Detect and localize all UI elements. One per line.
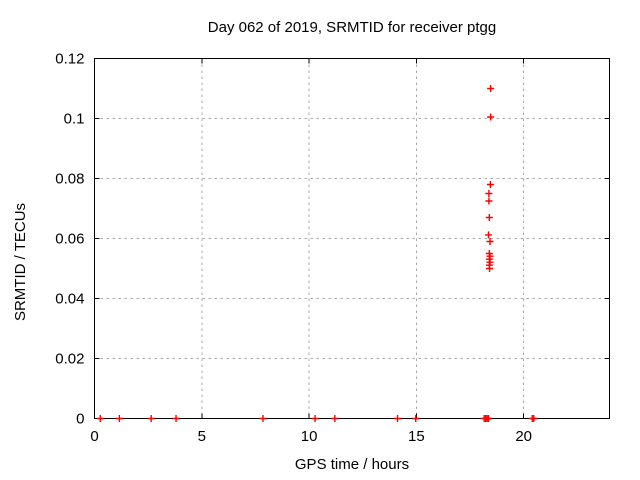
chart-title: Day 062 of 2019, SRMTID for receiver ptg…	[208, 19, 496, 36]
axis-ticks	[94, 58, 610, 419]
x-tick-label: 15	[408, 428, 425, 445]
y-tick-label: 0.12	[55, 51, 84, 68]
data-point-marker	[412, 415, 420, 422]
data-point-marker	[486, 252, 494, 260]
data-point-marker	[331, 415, 339, 422]
data-point-marker	[530, 415, 538, 422]
x-axis-label: GPS time / hours	[295, 456, 409, 473]
data-point-marker	[311, 415, 319, 422]
data-point-marker	[485, 190, 493, 197]
tick-labels: 0 5 10 15 20 0 0.02 0.04 0.06 0.08 0.1 0.12	[55, 51, 532, 446]
y-tick-label: 0.1	[64, 111, 85, 128]
data-point-marker	[486, 265, 494, 272]
data-point-marker	[486, 238, 494, 245]
x-tick-label: 0	[90, 428, 98, 445]
data-point-marker	[485, 214, 493, 221]
data-point-marker	[147, 415, 155, 422]
data-point-marker	[172, 415, 180, 422]
data-point-marker	[393, 415, 401, 422]
data-point-marker	[485, 197, 493, 205]
x-tick-label: 10	[301, 428, 318, 445]
data-point-marker	[115, 415, 123, 422]
data-point-marker	[484, 415, 492, 422]
data-point-marker	[486, 258, 494, 266]
y-tick-label: 0	[76, 411, 84, 428]
data-point-marker	[487, 85, 495, 92]
data-point-marker	[486, 181, 494, 188]
x-tick-label: 5	[198, 428, 206, 445]
y-tick-label: 0.08	[55, 171, 84, 188]
y-tick-label: 0.02	[55, 351, 84, 368]
data-point-marker	[96, 415, 104, 422]
gridlines	[94, 58, 610, 419]
y-tick-label: 0.04	[55, 291, 84, 308]
plot-border	[94, 58, 610, 419]
data-point-marker	[259, 415, 267, 422]
data-point-marker	[487, 113, 495, 121]
data-point-marker	[484, 231, 492, 239]
y-axis-label: SRMTID / TECUs	[12, 203, 29, 321]
x-tick-label: 20	[515, 428, 532, 445]
y-tick-label: 0.06	[55, 231, 84, 248]
data-points	[96, 85, 538, 422]
